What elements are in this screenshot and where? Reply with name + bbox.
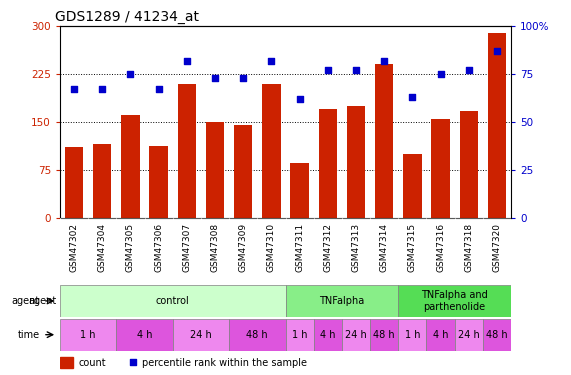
Text: GSM47311: GSM47311	[295, 223, 304, 272]
Text: GSM47305: GSM47305	[126, 223, 135, 272]
Text: 24 h: 24 h	[458, 330, 480, 340]
Bar	[460, 111, 478, 218]
Text: 48 h: 48 h	[247, 330, 268, 340]
Text: GSM47316: GSM47316	[436, 223, 445, 272]
Bar	[347, 106, 365, 218]
Point	[436, 71, 445, 77]
Text: GSM47315: GSM47315	[408, 223, 417, 272]
Bar	[206, 122, 224, 218]
Point	[408, 94, 417, 100]
Text: agent: agent	[29, 296, 57, 306]
Text: 24 h: 24 h	[345, 330, 367, 340]
Point	[492, 48, 501, 54]
Point	[380, 58, 389, 64]
Point	[70, 86, 79, 92]
Text: time: time	[18, 330, 40, 340]
Bar	[65, 147, 83, 218]
Text: GSM47314: GSM47314	[380, 223, 389, 272]
Point	[267, 58, 276, 64]
Bar	[286, 319, 313, 351]
Point	[211, 75, 220, 81]
Point	[126, 71, 135, 77]
Text: 4 h: 4 h	[320, 330, 336, 340]
Bar	[121, 116, 139, 218]
Text: 24 h: 24 h	[190, 330, 212, 340]
Text: TNFalpha and
parthenolide: TNFalpha and parthenolide	[421, 290, 488, 312]
Text: GSM47308: GSM47308	[211, 223, 219, 272]
Point	[182, 58, 191, 64]
Bar	[488, 33, 506, 218]
Bar	[399, 319, 427, 351]
Bar	[403, 154, 421, 218]
Text: control: control	[156, 296, 190, 306]
Point	[154, 86, 163, 92]
Text: count: count	[78, 358, 106, 368]
Text: 48 h: 48 h	[373, 330, 395, 340]
Text: percentile rank within the sample: percentile rank within the sample	[142, 358, 307, 368]
Bar	[313, 319, 342, 351]
Text: 1 h: 1 h	[292, 330, 307, 340]
Point	[128, 359, 138, 365]
Bar	[116, 319, 173, 351]
Bar	[60, 357, 73, 368]
Bar	[483, 319, 511, 351]
Bar	[234, 125, 252, 218]
Bar	[93, 144, 111, 218]
Point	[323, 67, 332, 73]
Text: GSM47306: GSM47306	[154, 223, 163, 272]
Text: GSM47304: GSM47304	[98, 223, 107, 272]
Bar	[262, 84, 280, 218]
Bar	[319, 109, 337, 217]
Bar	[60, 319, 116, 351]
Point	[464, 67, 473, 73]
Text: 48 h: 48 h	[486, 330, 508, 340]
Text: GDS1289 / 41234_at: GDS1289 / 41234_at	[55, 10, 199, 24]
Text: GSM47310: GSM47310	[267, 223, 276, 272]
Text: 1 h: 1 h	[81, 330, 96, 340]
Text: GSM47307: GSM47307	[182, 223, 191, 272]
Bar	[291, 164, 309, 218]
Bar	[342, 319, 370, 351]
Text: GSM47302: GSM47302	[70, 223, 79, 272]
Point	[351, 67, 360, 73]
Bar	[178, 84, 196, 218]
Text: GSM47309: GSM47309	[239, 223, 248, 272]
Text: 4 h: 4 h	[433, 330, 448, 340]
Point	[98, 86, 107, 92]
Text: GSM47318: GSM47318	[464, 223, 473, 272]
Text: TNFalpha: TNFalpha	[319, 296, 364, 306]
Bar	[60, 285, 286, 317]
Bar	[286, 285, 399, 317]
Bar	[150, 146, 168, 218]
Bar	[432, 118, 450, 218]
Bar	[173, 319, 229, 351]
Text: GSM47312: GSM47312	[323, 223, 332, 272]
Bar	[375, 64, 393, 218]
Bar	[455, 319, 483, 351]
Text: GSM47313: GSM47313	[352, 223, 360, 272]
Point	[239, 75, 248, 81]
Bar	[399, 285, 511, 317]
Point	[295, 96, 304, 102]
Text: 4 h: 4 h	[137, 330, 152, 340]
Bar	[229, 319, 286, 351]
Text: agent: agent	[11, 296, 40, 306]
Bar	[427, 319, 455, 351]
Text: GSM47320: GSM47320	[492, 223, 501, 272]
Bar	[370, 319, 399, 351]
Text: 1 h: 1 h	[405, 330, 420, 340]
